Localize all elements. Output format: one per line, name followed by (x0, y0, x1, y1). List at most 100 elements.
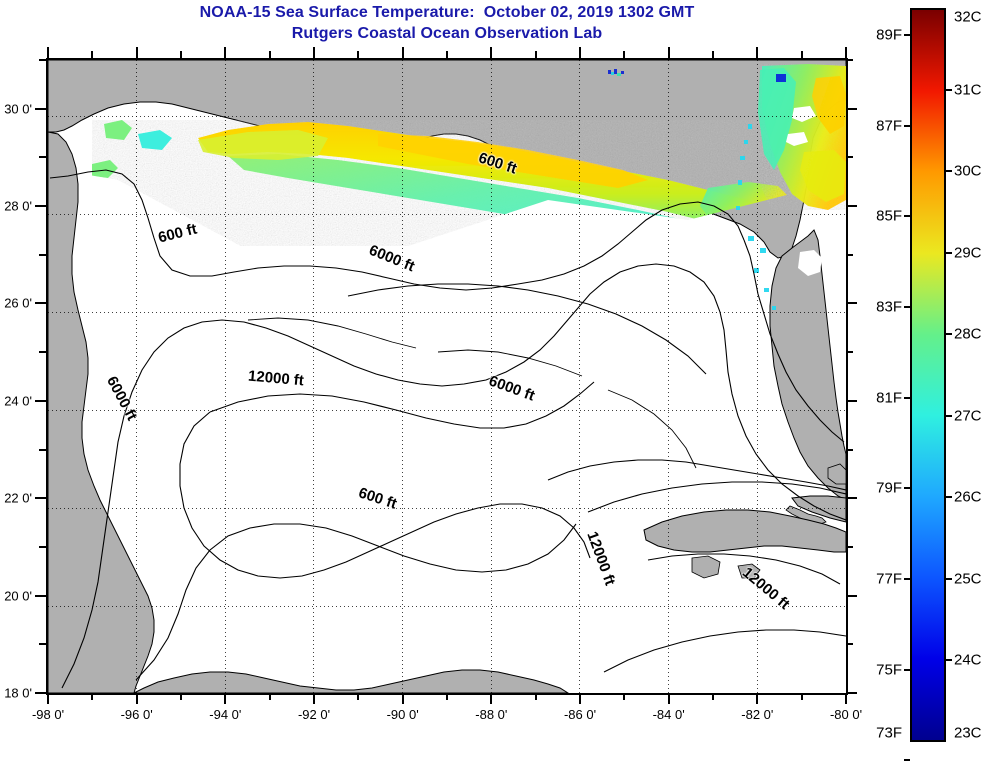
colorbar-tick-celsius (946, 496, 952, 499)
colorbar-tick-celsius (946, 88, 952, 91)
colorbar-tick-fahrenheit (904, 487, 910, 490)
colorbar[interactable]: 32C 31C 30C 29C 28C 27C 26C 25C 24C 23C 89F 87F 85F 8… (876, 8, 982, 761)
y-tick-minor (39, 545, 46, 548)
sst-swath-florida-atlantic (758, 64, 846, 210)
y-tick-major (35, 692, 46, 694)
x-tick-top-major (401, 47, 404, 58)
land-florida-keys (785, 505, 827, 525)
y-axis-label: 26 0' (4, 295, 32, 311)
x-tick-top-major (579, 47, 581, 58)
land-florida (769, 229, 846, 501)
colorbar-label-fahrenheit: 77F (876, 570, 902, 588)
colorbar-tick-celsius (946, 333, 952, 336)
x-tick-top-minor (180, 51, 182, 58)
x-axis-label: -88 0' (475, 707, 508, 722)
colorbar-tick-fahrenheit (904, 759, 910, 761)
contour-12000ft-cuba-south (603, 629, 846, 673)
colorbar-tick-fahrenheit (904, 306, 910, 309)
x-tick-minor (180, 693, 182, 700)
colorbar-tick-fahrenheit (904, 577, 910, 580)
y-tick-major (35, 399, 46, 402)
contour-600ft-north (49, 169, 745, 291)
colorbar-label-celsius: 28C (954, 325, 982, 343)
x-tick-top-minor (268, 51, 271, 58)
colorbar-label-fahrenheit: 83F (876, 298, 902, 316)
y-axis-label: 18 0' (4, 685, 32, 701)
x-tick-top-major (313, 47, 315, 58)
contour-6000ft-west (61, 263, 846, 689)
colorbar-label-celsius: 32C (954, 8, 982, 26)
y-tick-major (35, 302, 46, 305)
y-tick-right-minor (846, 351, 853, 354)
land-cuba (643, 509, 846, 553)
x-tick-top-major (756, 47, 759, 58)
x-axis-label: -84 0' (652, 707, 685, 722)
x-tick-top-major (490, 47, 493, 58)
y-axis-label: 24 0' (4, 393, 32, 409)
x-axis-label: -94 0' (209, 707, 242, 722)
contour-12000ft-central (209, 381, 595, 429)
colorbar-label-celsius: 26C (954, 488, 982, 506)
x-tick-minor (712, 693, 714, 700)
x-tick-major (401, 693, 404, 704)
x-tick-major (579, 693, 581, 704)
y-tick-right-minor (846, 59, 853, 61)
x-tick-top-major (47, 47, 49, 58)
colorbar-tick-celsius (946, 251, 952, 254)
x-tick-top-major (135, 47, 138, 58)
contour-12000ft-yucatan (547, 459, 846, 491)
x-tick-major (47, 693, 49, 704)
x-axis-label: -92 0' (297, 707, 331, 722)
sst-coastal-specks (736, 124, 776, 310)
colorbar-tick-fahrenheit (904, 396, 910, 399)
x-tick-top-major (667, 47, 670, 58)
x-tick-major (224, 693, 227, 704)
colorbar-label-celsius: 27C (954, 407, 982, 425)
y-tick-minor (39, 643, 46, 646)
y-tick-minor (39, 156, 46, 159)
x-tick-top-minor (357, 51, 360, 58)
y-tick-minor (39, 253, 46, 256)
lake-okeechobee (798, 250, 822, 276)
colorbar-tick-celsius (946, 659, 952, 662)
colorbar-label-celsius: 30C (954, 162, 982, 180)
y-tick-major (35, 107, 46, 110)
x-tick-minor (446, 693, 448, 700)
contour-600ft-florida (743, 239, 845, 443)
x-tick-major (490, 693, 493, 704)
x-tick-top-minor (712, 51, 714, 58)
y-tick-right-major (846, 205, 857, 208)
contour-6000ft-cuba-north (587, 481, 846, 513)
map-graphics (48, 60, 846, 693)
x-tick-top-minor (534, 51, 537, 58)
colorbar-label-celsius: 23C (954, 724, 982, 742)
colorbar-label-fahrenheit: 73F (876, 724, 902, 742)
x-axis-label: -80 0' (829, 707, 863, 722)
colorbar-tick-fahrenheit (904, 34, 910, 37)
x-tick-minor (800, 693, 803, 700)
x-tick-top-major (845, 47, 847, 58)
y-tick-right-major (846, 497, 857, 500)
x-tick-minor (534, 693, 537, 700)
colorbar-label-fahrenheit: 89F (876, 26, 902, 44)
colorbar-label-fahrenheit: 75F (876, 661, 902, 678)
sst-cell-isolated (608, 69, 624, 76)
colorbar-label-fahrenheit: 85F (876, 207, 902, 225)
y-tick-right-major (846, 399, 857, 402)
y-tick-major (35, 205, 46, 208)
y-tick-right-minor (846, 545, 853, 548)
x-axis-label: -98 0' (31, 707, 65, 722)
map-canvas: 600 ft 600 ft 6000 ft 6000 ft 12000 ft 6000 f… (48, 60, 846, 693)
y-tick-right-major (846, 594, 857, 597)
x-tick-top-minor (446, 51, 448, 58)
contour-6000ft-north (347, 283, 707, 375)
y-tick-minor (39, 59, 46, 61)
title-line-1: NOAA-15 Sea Surface Temperature: October… (199, 4, 695, 21)
x-tick-top-minor (91, 51, 94, 58)
y-tick-right-major (846, 302, 857, 305)
x-tick-minor (357, 693, 360, 700)
y-tick-major (35, 594, 46, 597)
x-tick-top-minor (800, 51, 803, 58)
sst-map[interactable]: 600 ft 600 ft 6000 ft 6000 ft 12000 ft 6000 f… (46, 58, 848, 695)
x-tick-top-major (224, 47, 227, 58)
